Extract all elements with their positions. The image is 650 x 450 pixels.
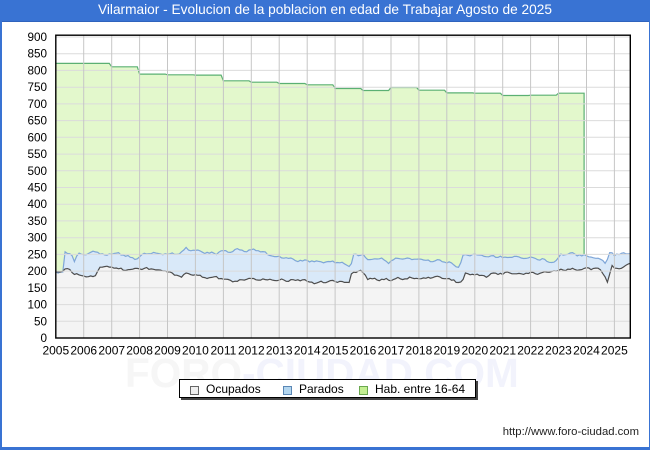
svg-text:2008: 2008	[126, 344, 153, 358]
svg-text:400: 400	[27, 198, 47, 211]
svg-text:2013: 2013	[266, 344, 293, 358]
svg-text:2009: 2009	[154, 344, 181, 358]
svg-text:2018: 2018	[406, 344, 433, 358]
svg-text:750: 750	[27, 81, 47, 94]
svg-text:200: 200	[27, 265, 47, 278]
svg-text:550: 550	[27, 148, 47, 161]
svg-text:2020: 2020	[461, 344, 488, 358]
svg-text:2019: 2019	[433, 344, 460, 358]
svg-text:450: 450	[27, 182, 47, 195]
svg-text:2024: 2024	[573, 344, 600, 358]
svg-text:850: 850	[27, 48, 47, 61]
svg-text:2012: 2012	[238, 344, 265, 358]
svg-text:2011: 2011	[210, 344, 236, 358]
svg-text:2022: 2022	[517, 344, 544, 358]
svg-text:650: 650	[27, 115, 47, 128]
svg-text:2014: 2014	[294, 344, 321, 358]
svg-text:50: 50	[34, 315, 48, 328]
svg-text:350: 350	[27, 215, 47, 228]
svg-text:0: 0	[40, 332, 47, 345]
svg-text:2006: 2006	[70, 344, 97, 358]
svg-text:150: 150	[27, 282, 47, 295]
svg-text:2023: 2023	[545, 344, 572, 358]
svg-text:500: 500	[27, 165, 47, 178]
svg-text:2015: 2015	[322, 344, 349, 358]
svg-text:900: 900	[27, 31, 47, 44]
svg-text:2005: 2005	[42, 344, 69, 358]
svg-text:2017: 2017	[378, 344, 405, 358]
svg-text:2010: 2010	[182, 344, 209, 358]
svg-text:2007: 2007	[98, 344, 125, 358]
svg-text:300: 300	[27, 232, 47, 245]
svg-text:800: 800	[27, 64, 47, 77]
svg-text:700: 700	[27, 98, 47, 111]
svg-text:2016: 2016	[350, 344, 377, 358]
svg-text:100: 100	[27, 299, 47, 312]
svg-text:600: 600	[27, 131, 47, 144]
svg-text:2021: 2021	[489, 344, 516, 358]
svg-text:250: 250	[27, 248, 47, 261]
svg-text:2025: 2025	[601, 344, 628, 358]
